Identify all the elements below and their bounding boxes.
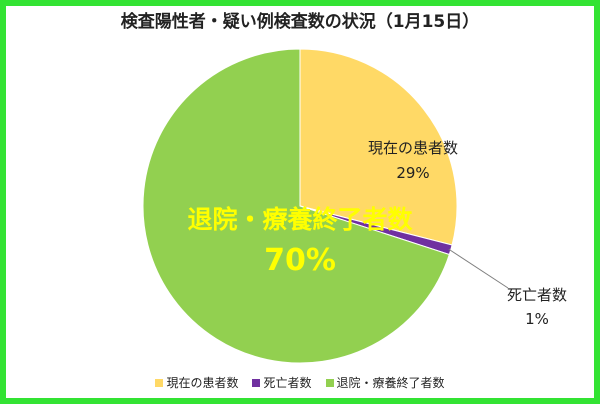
legend-label-death: 死亡者数 [263, 376, 312, 390]
legend-item-recovered: 退院・療養終了者数 [325, 374, 445, 391]
slice-label-current-value: 29% [396, 164, 429, 182]
pie-slice-recovered [142, 48, 450, 364]
legend-swatch-current [155, 378, 164, 387]
legend-swatch-death [252, 378, 261, 387]
pie-slices [142, 48, 458, 364]
leader-line-death [448, 248, 509, 289]
slice-label-recovered-value: 70% [264, 243, 336, 278]
slice-label-current-name: 現在の患者数 [368, 139, 458, 157]
slice-label-death-name: 死亡者数 [507, 286, 567, 304]
legend-swatch-recovered [325, 378, 334, 387]
legend-item-death: 死亡者数 [252, 374, 312, 391]
slice-label-recovered-name: 退院・療養終了者数 [187, 205, 413, 234]
legend-label-recovered: 退院・療養終了者数 [336, 376, 445, 390]
pie-slice-current [299, 48, 458, 246]
slice-label-death-value: 1% [525, 310, 549, 328]
legend-label-current: 現在の患者数 [166, 376, 239, 390]
chart-legend: 現在の患者数 死亡者数 退院・療養終了者数 [0, 374, 600, 391]
legend-item-current: 現在の患者数 [155, 374, 238, 391]
chart-title: 検査陽性者・疑い例検査数の状況（1月15日） [120, 12, 480, 32]
